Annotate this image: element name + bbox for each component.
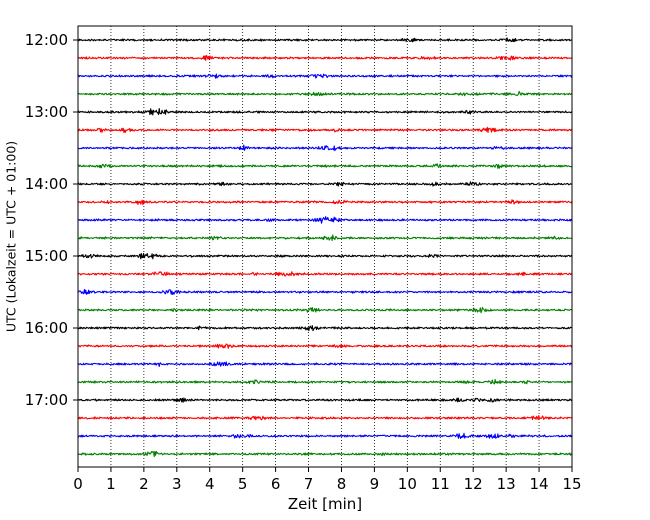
y-axis-label: UTC (Lokalzeit = UTC + 01:00) xyxy=(4,141,19,332)
x-tick-label-2: 2 xyxy=(139,475,149,493)
trace-13:00 xyxy=(77,108,573,116)
trace-15:30 xyxy=(77,289,573,295)
x-tick-label-9: 9 xyxy=(370,475,380,493)
trace-17:15 xyxy=(77,415,573,421)
y-tick-label-17:00: 17:00 xyxy=(25,391,68,409)
x-tick-label-5: 5 xyxy=(238,475,248,493)
x-tick-label-11: 11 xyxy=(431,475,450,493)
y-tick-label-15:00: 15:00 xyxy=(25,247,68,265)
seismic-traces xyxy=(77,37,573,458)
trace-16:30 xyxy=(77,361,573,368)
x-tick-label-0: 0 xyxy=(73,475,83,493)
y-tick-label-14:00: 14:00 xyxy=(25,175,68,193)
y-axis-ticks: 12:00 13:00 14:00 15:00 16:00 17:00 xyxy=(25,31,78,409)
x-tick-label-1: 1 xyxy=(106,475,116,493)
x-tick-label-7: 7 xyxy=(304,475,314,493)
x-tick-label-10: 10 xyxy=(398,475,417,493)
x-tick-label-13: 13 xyxy=(497,475,516,493)
trace-14:15 xyxy=(77,199,573,206)
y-tick-label-16:00: 16:00 xyxy=(25,319,68,337)
x-tick-label-15: 15 xyxy=(562,475,581,493)
trace-15:45 xyxy=(77,306,573,314)
trace-15:15 xyxy=(77,271,573,277)
x-axis-ticks: 0 1 2 3 4 5 6 7 8 9 10 11 12 13 14 15 xyxy=(73,467,582,493)
trace-16:45 xyxy=(77,378,573,385)
trace-16:00 xyxy=(77,325,573,332)
trace-15:00 xyxy=(77,252,573,260)
y-tick-label-12:00: 12:00 xyxy=(25,31,68,49)
trace-13:30 xyxy=(77,144,573,152)
x-tick-label-3: 3 xyxy=(172,475,182,493)
y-tick-label-13:00: 13:00 xyxy=(25,103,68,121)
x-tick-label-12: 12 xyxy=(464,475,483,493)
trace-14:00 xyxy=(77,181,573,187)
trace-12:00 xyxy=(77,37,573,43)
trace-14:30 xyxy=(77,216,573,224)
trace-13:15 xyxy=(77,126,573,134)
trace-12:45 xyxy=(77,90,573,97)
plot-frame xyxy=(77,25,573,468)
x-tick-label-4: 4 xyxy=(205,475,215,493)
trace-17:30 xyxy=(77,432,573,439)
trace-12:15 xyxy=(77,54,573,61)
x-tick-label-8: 8 xyxy=(337,475,347,493)
trace-14:45 xyxy=(77,234,573,242)
trace-13:45 xyxy=(77,163,573,169)
trace-17:45 xyxy=(77,450,573,458)
trace-12:30 xyxy=(77,73,573,79)
trace-17:00 xyxy=(77,397,573,403)
trace-16:15 xyxy=(77,343,573,349)
x-tick-label-14: 14 xyxy=(530,475,549,493)
x-axis-label: Zeit [min] xyxy=(288,495,362,513)
x-tick-label-6: 6 xyxy=(271,475,281,493)
